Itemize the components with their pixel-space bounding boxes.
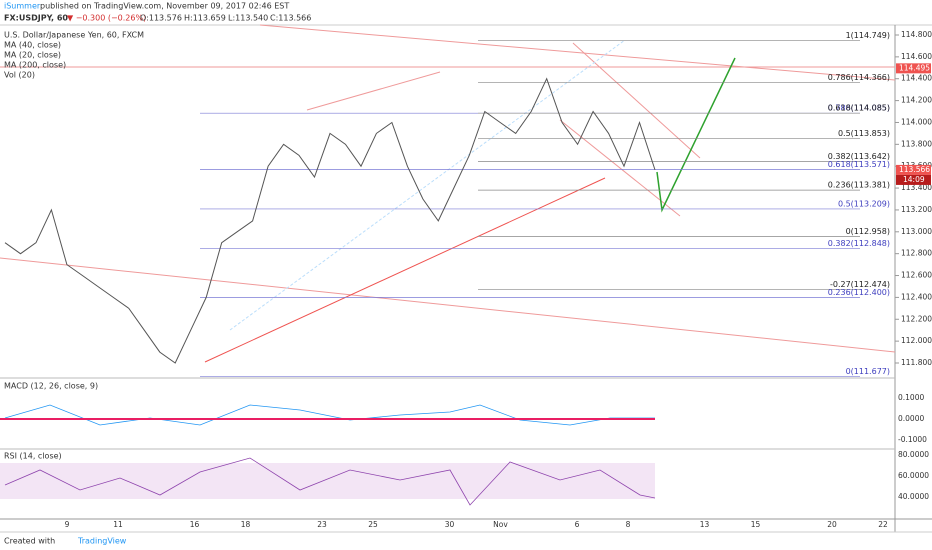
fib-label: 0.786(114.366) xyxy=(828,73,890,82)
close: C:113.566 xyxy=(270,14,311,23)
x-tick-label: 15 xyxy=(751,520,761,529)
x-tick-label: 25 xyxy=(368,520,378,529)
fib-trend xyxy=(229,39,626,331)
legend-item: Vol (20) xyxy=(4,71,35,80)
macd-tick: -0.1000 xyxy=(898,435,927,444)
legend-item: MA (20, close) xyxy=(4,51,61,60)
y-tick-label: 112.000 xyxy=(901,336,932,345)
y-tick-label: 112.800 xyxy=(901,249,932,258)
macd-label: MACD (12, 26, close, 9) xyxy=(4,382,98,391)
fib-label: 0.382(113.642) xyxy=(828,152,890,161)
fib-label: 0.5(113.853) xyxy=(838,129,890,138)
rsi-tick: 60.0000 xyxy=(898,471,929,480)
x-tick-label: 11 xyxy=(113,520,123,529)
change: ▼ −0.300 (−0.26%) xyxy=(67,14,146,23)
legend-item: MA (40, close) xyxy=(4,41,61,50)
y-tick-label: 114.200 xyxy=(901,96,932,105)
open: O:113.576 xyxy=(140,14,182,23)
rsi-line xyxy=(4,457,656,506)
fib-label: 0.236(112.400) xyxy=(828,288,890,297)
fib-label: 0.786(114.085) xyxy=(828,104,890,113)
price-line xyxy=(4,77,656,364)
x-tick-label: 9 xyxy=(65,520,70,529)
x-tick-label: 13 xyxy=(700,520,710,529)
x-tick-label: 16 xyxy=(190,520,200,529)
x-tick-label: 30 xyxy=(445,520,455,529)
time-tag-label: 14:09 xyxy=(903,175,925,184)
rsi-tick: 80.0000 xyxy=(898,450,929,459)
published: published on TradingView.com, November 0… xyxy=(40,2,289,11)
y-tick-label: 114.600 xyxy=(901,52,932,61)
x-tick-label: 23 xyxy=(317,520,327,529)
price-tag xyxy=(896,63,931,74)
low: L:113.540 xyxy=(228,14,268,23)
fib-label: 0.236(113.381) xyxy=(828,181,890,190)
y-tick-label: 113.200 xyxy=(901,205,932,214)
fib-label: 0.618(113.571) xyxy=(828,160,890,169)
x-tick-label: Nov xyxy=(493,520,508,529)
y-tick-label: 113.400 xyxy=(901,183,932,192)
rsi-tick: 40.0000 xyxy=(898,492,929,501)
legend-item: U.S. Dollar/Japanese Yen, 60, FXCM xyxy=(4,31,144,40)
user: iSummer xyxy=(4,2,41,11)
y-tick-label: 112.400 xyxy=(901,292,932,301)
y-tick-label: 113.000 xyxy=(901,227,932,236)
x-tick-label: 18 xyxy=(241,520,251,529)
macd-tick: 0.1000 xyxy=(898,393,924,402)
symbol: FX:USDJPY, 60 xyxy=(4,14,68,23)
price-tag xyxy=(896,164,931,175)
rsi-band xyxy=(0,463,655,499)
channel-line xyxy=(306,71,441,111)
footer-created: Created with xyxy=(4,537,55,546)
y-tick-label: 112.200 xyxy=(901,314,932,323)
fib-label: 0.5(113.209) xyxy=(838,199,890,208)
rsi-label: RSI (14, close) xyxy=(4,452,62,461)
footer-brand[interactable]: TradingView xyxy=(77,537,127,546)
projection-arrow xyxy=(656,57,736,213)
fib-label: 1(114.749) xyxy=(846,31,890,40)
price-tag-label: 113.566 xyxy=(899,165,930,174)
fib-label: 0(111.677) xyxy=(846,367,890,376)
x-tick-label: 20 xyxy=(827,520,837,529)
y-tick-label: 114.400 xyxy=(901,74,932,83)
trend-line xyxy=(259,24,896,81)
high: H:113.659 xyxy=(184,14,226,23)
y-tick-label: 111.800 xyxy=(901,358,932,367)
x-tick-label: 22 xyxy=(878,520,888,529)
time-tag xyxy=(896,174,931,185)
y-tick-label: 113.800 xyxy=(901,139,932,148)
x-tick-label: 6 xyxy=(575,520,580,529)
y-tick-label: 114.800 xyxy=(901,30,932,39)
y-tick-label: 112.600 xyxy=(901,271,932,280)
trend-line xyxy=(0,257,896,353)
fib-label: 0.382(112.848) xyxy=(828,239,890,248)
x-tick-label: 8 xyxy=(626,520,631,529)
price-tag-label: 114.495 xyxy=(899,63,930,72)
fib-label: 0(112.958) xyxy=(846,227,890,236)
macd-tick: 0.0000 xyxy=(898,414,924,423)
y-tick-label: 114.000 xyxy=(901,117,932,126)
legend-item: MA (200, close) xyxy=(4,61,66,70)
fib-label: -0.27(112.474) xyxy=(830,280,890,289)
fib-label: 0.618(114.085) xyxy=(828,104,890,113)
